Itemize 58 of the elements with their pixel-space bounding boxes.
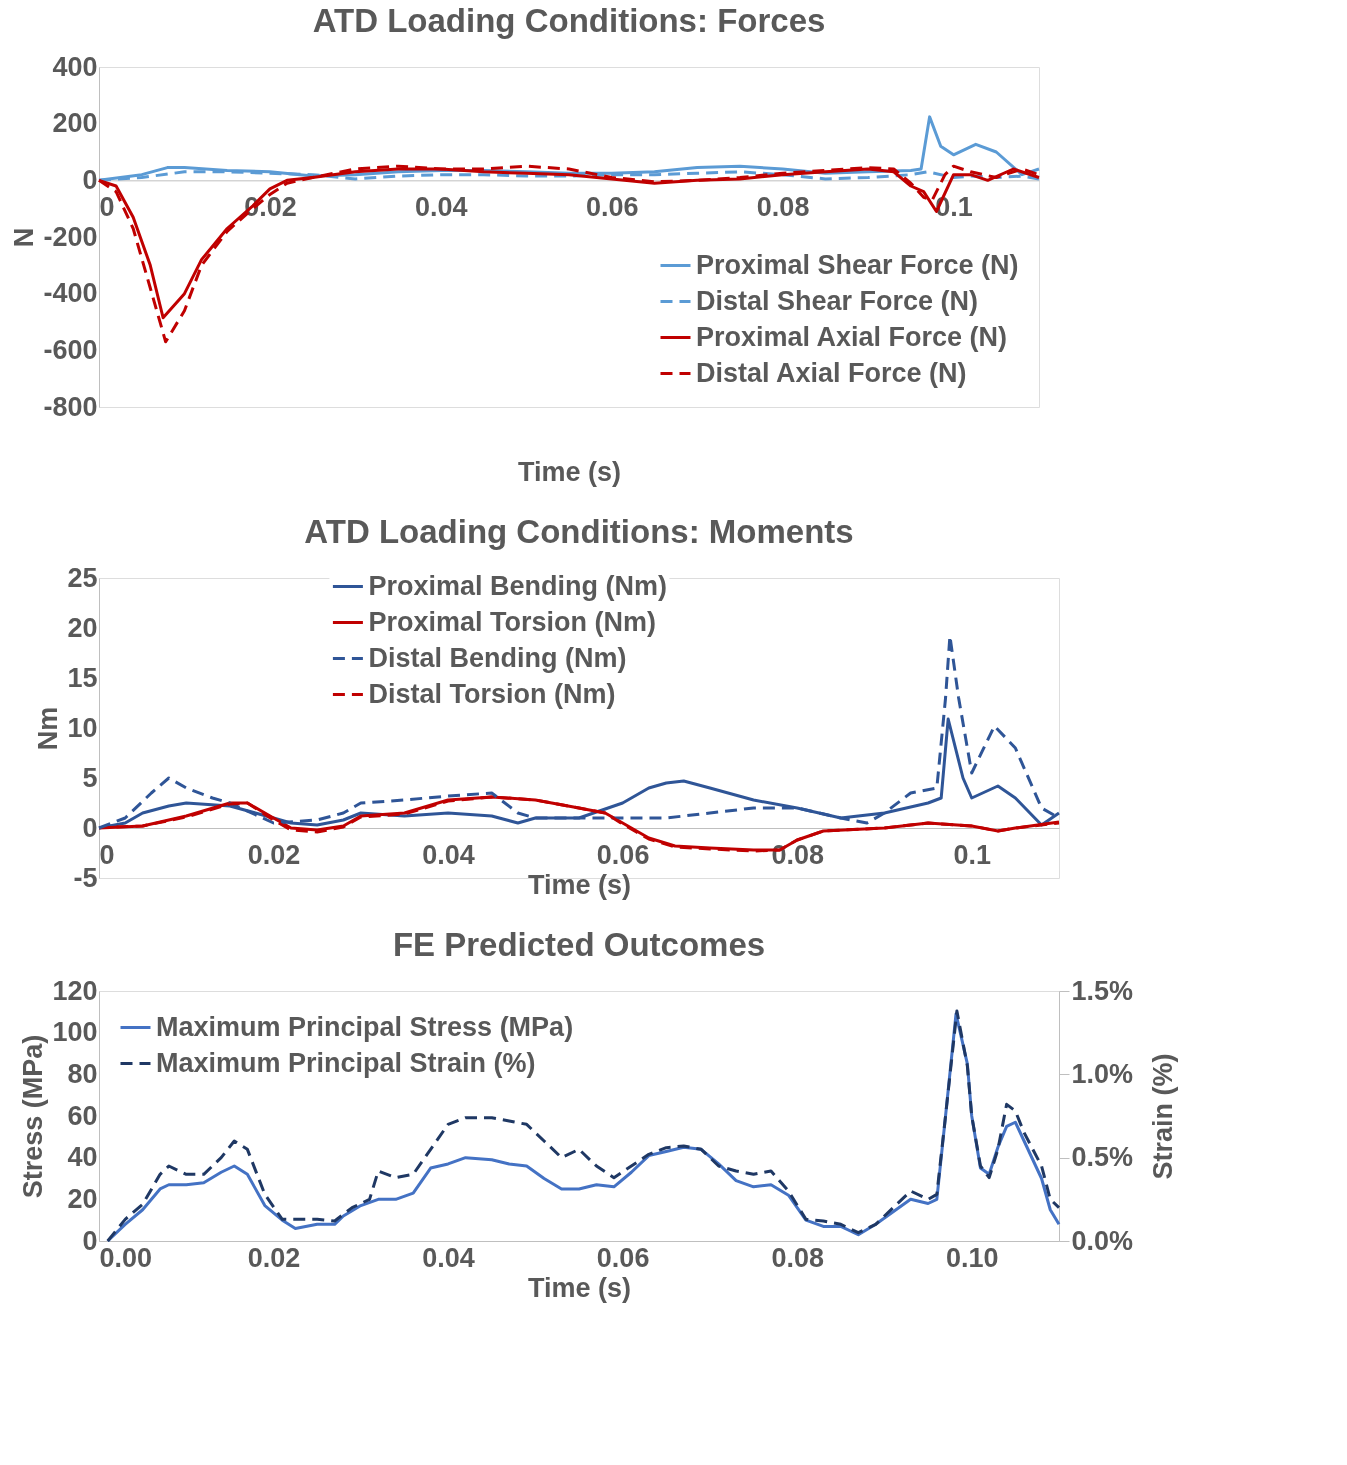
y-tick-label: 25 bbox=[67, 562, 98, 593]
y-tick-label: 20 bbox=[67, 612, 98, 643]
chart-title: ATD Loading Conditions: Forces bbox=[312, 2, 826, 39]
y-tick-label: 0 bbox=[82, 812, 98, 843]
x-tick-label: 0.02 bbox=[247, 1242, 301, 1273]
legend-label: Distal Axial Force (N) bbox=[696, 357, 967, 388]
x-tick-label: 0.10 bbox=[945, 1242, 999, 1273]
x-tick-label: 0.06 bbox=[585, 191, 639, 222]
y-tick-label: -5 bbox=[73, 862, 98, 893]
y2-tick-label: 0.5% bbox=[1071, 1142, 1134, 1173]
y2-axis-title: Strain (%) bbox=[1148, 1053, 1179, 1180]
x-tick-label: 0.06 bbox=[596, 1242, 650, 1273]
chart-title: ATD Loading Conditions: Moments bbox=[304, 513, 854, 550]
y-tick-label: -600 bbox=[43, 334, 98, 365]
legend-label: Proximal Torsion (Nm) bbox=[368, 606, 656, 637]
x-tick-label: 0.06 bbox=[596, 839, 650, 870]
legend-label: Maximum Principal Stress (MPa) bbox=[156, 1011, 574, 1042]
x-axis-title: Time (s) bbox=[517, 456, 622, 487]
x-tick-label: 0.08 bbox=[756, 191, 810, 222]
y-tick-label: 120 bbox=[52, 975, 98, 1006]
legend-label: Distal Bending (Nm) bbox=[368, 642, 627, 673]
x-tick-label: 0.04 bbox=[422, 1242, 475, 1273]
y-tick-label: -400 bbox=[43, 278, 98, 309]
chart-title: FE Predicted Outcomes bbox=[392, 926, 766, 963]
y-tick-label: 80 bbox=[67, 1058, 98, 1089]
x-tick-label: 0.1 bbox=[953, 839, 991, 870]
y-tick-label: 0 bbox=[82, 164, 98, 195]
y-axis-title: Nm bbox=[33, 706, 64, 751]
y-axis-title: N bbox=[9, 227, 40, 248]
y-tick-label: 400 bbox=[52, 51, 98, 82]
legend-label: Distal Shear Force (N) bbox=[696, 285, 979, 316]
legend-label: Maximum Principal Strain (%) bbox=[156, 1047, 536, 1078]
x-axis-title: Time (s) bbox=[527, 1272, 632, 1303]
legend-label: Proximal Axial Force (N) bbox=[696, 321, 1008, 352]
y-axis-title: Stress (MPa) bbox=[18, 1034, 49, 1199]
x-axis-title: Time (s) bbox=[527, 869, 632, 900]
x-tick-label: 0.08 bbox=[771, 1242, 824, 1273]
y-tick-label: 5 bbox=[82, 762, 98, 793]
y2-tick-label: 0.0% bbox=[1071, 1225, 1134, 1256]
y-tick-label: 10 bbox=[67, 712, 98, 743]
y2-tick-label: 1.5% bbox=[1071, 975, 1134, 1006]
y-tick-label: 15 bbox=[67, 662, 98, 693]
y-tick-label: 100 bbox=[52, 1017, 98, 1048]
y-tick-label: 200 bbox=[52, 108, 98, 139]
y-tick-label: 60 bbox=[67, 1100, 98, 1131]
x-tick-label: 0.02 bbox=[247, 839, 301, 870]
y-tick-label: 20 bbox=[67, 1183, 98, 1214]
y-tick-label: 40 bbox=[67, 1142, 98, 1173]
y-tick-label: -200 bbox=[43, 221, 98, 252]
legend-label: Proximal Bending (Nm) bbox=[368, 570, 667, 601]
y2-tick-label: 1.0% bbox=[1071, 1058, 1134, 1089]
x-tick-label: 0.08 bbox=[771, 839, 824, 870]
x-tick-label: 0.04 bbox=[415, 191, 468, 222]
legend-label: Distal Torsion (Nm) bbox=[368, 678, 616, 709]
y-tick-label: -800 bbox=[43, 391, 98, 422]
x-tick-label: 0.04 bbox=[422, 839, 475, 870]
legend-label: Proximal Shear Force (N) bbox=[696, 249, 1019, 280]
x-tick-label: 0.00 bbox=[99, 1242, 153, 1273]
